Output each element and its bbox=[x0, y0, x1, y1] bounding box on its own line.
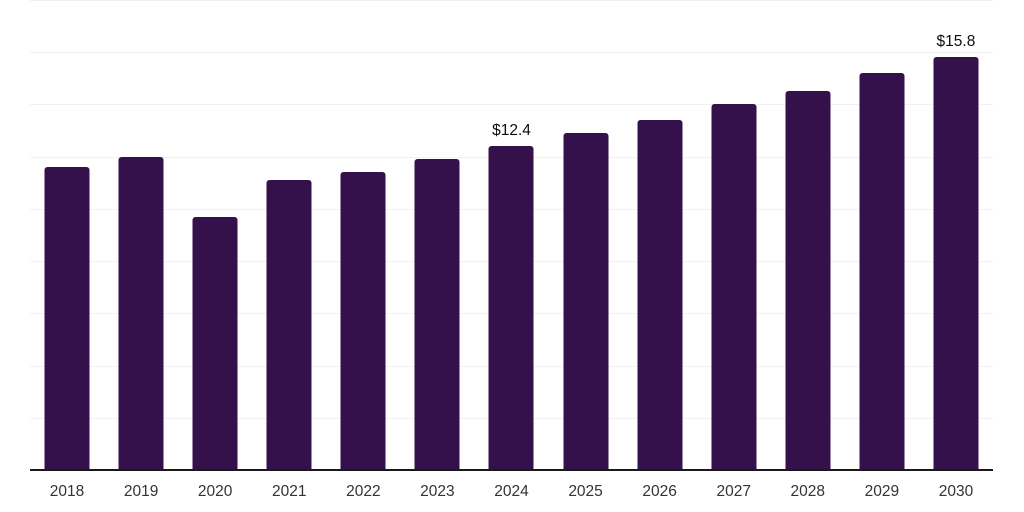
x-tick-label-2028: 2028 bbox=[790, 483, 826, 500]
x-tick-label-2025: 2025 bbox=[568, 483, 603, 500]
bar-slot-2024: $12.4 bbox=[474, 0, 548, 470]
x-tick-label-2030: 2030 bbox=[938, 483, 974, 500]
bar-2028 bbox=[785, 91, 831, 470]
bar-2026 bbox=[637, 120, 683, 470]
x-axis-tick-labels: 2018 2019 2020 2021 2022 2023 2024 2025 2026 2027… bbox=[30, 483, 993, 505]
bar-slot-2026 bbox=[623, 0, 697, 470]
x-tick-label-2029: 2029 bbox=[864, 483, 900, 500]
x-tick-label-2020: 2020 bbox=[197, 483, 233, 500]
bar-slot-2025 bbox=[549, 0, 623, 470]
bar-slot-2022 bbox=[326, 0, 400, 470]
gridline-14 bbox=[30, 104, 993, 106]
bar-slot-2030: $15.8 bbox=[919, 0, 993, 470]
bar-slot-2018 bbox=[30, 0, 104, 470]
bar-slot-2028 bbox=[771, 0, 845, 470]
x-tick-label-2023: 2023 bbox=[420, 483, 455, 500]
x-tick-label-2019: 2019 bbox=[123, 483, 159, 500]
bar-slot-2021 bbox=[252, 0, 326, 470]
bar-2029 bbox=[859, 73, 905, 470]
plot-area: $12.4 $15.8 bbox=[30, 0, 993, 470]
bar-2027 bbox=[711, 104, 757, 470]
x-tick-label-2027: 2027 bbox=[716, 483, 751, 500]
bar-2022 bbox=[340, 172, 386, 470]
bar-slot-2027 bbox=[697, 0, 771, 470]
bar-2024 bbox=[488, 146, 534, 470]
x-tick-label-2021: 2021 bbox=[272, 483, 307, 500]
gridline-18 bbox=[30, 0, 993, 1]
bar-2025 bbox=[563, 133, 609, 470]
bar-2019 bbox=[118, 156, 164, 470]
bar-slot-2023 bbox=[400, 0, 474, 470]
bar-slot-2019 bbox=[104, 0, 178, 470]
x-tick-label-2026: 2026 bbox=[642, 483, 677, 500]
bar-2018 bbox=[44, 167, 90, 470]
bar-value-label-2024: $12.4 bbox=[492, 122, 531, 140]
bar-2021 bbox=[266, 180, 312, 470]
bar-slot-2020 bbox=[178, 0, 252, 470]
x-tick-label-2024: 2024 bbox=[494, 483, 529, 500]
x-tick-label-2022: 2022 bbox=[346, 483, 381, 500]
bar-2023 bbox=[414, 159, 460, 470]
bar-value-label-2030: $15.8 bbox=[936, 33, 976, 51]
bar-2030 bbox=[933, 57, 979, 470]
gridline-16 bbox=[30, 52, 993, 54]
bar-2020 bbox=[192, 216, 238, 470]
bar-slot-2029 bbox=[845, 0, 919, 470]
x-axis-line bbox=[30, 469, 993, 471]
x-tick-label-2018: 2018 bbox=[49, 483, 85, 500]
